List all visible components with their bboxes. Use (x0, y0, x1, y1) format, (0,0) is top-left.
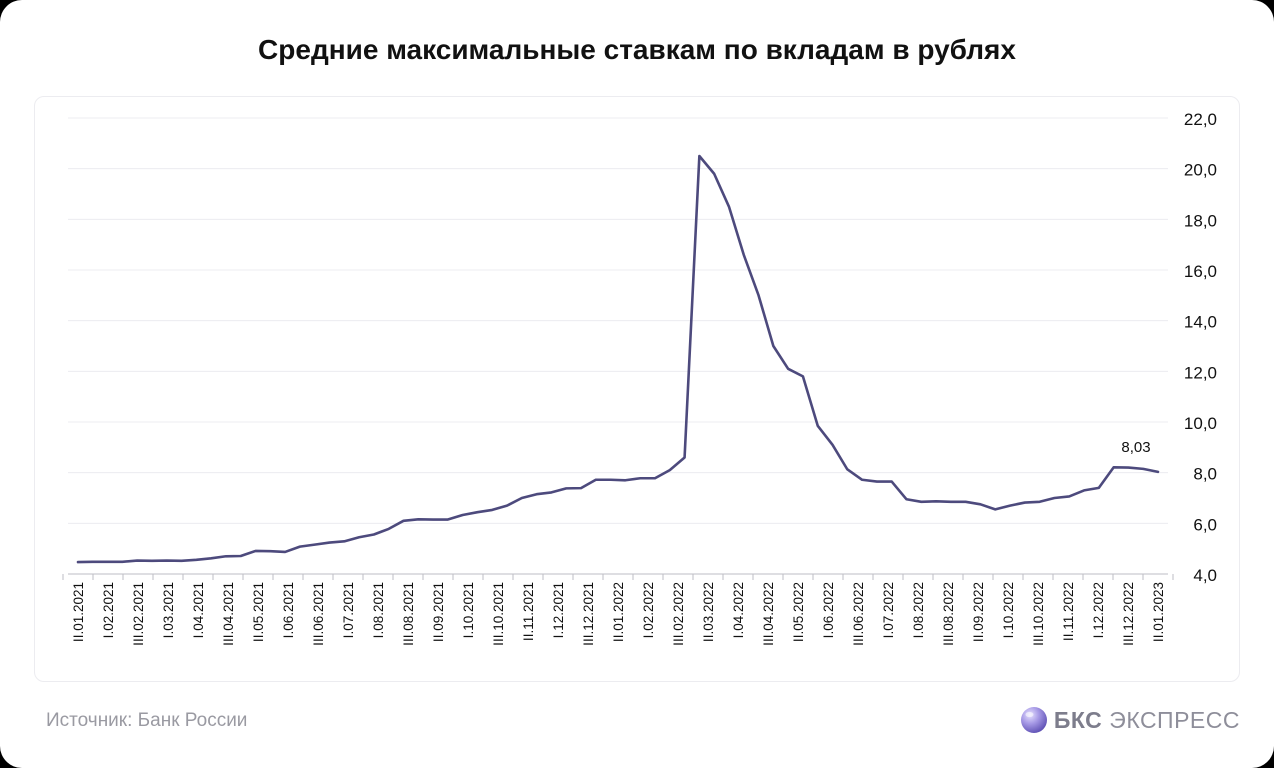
x-tick-label: III.02.2022 (671, 582, 686, 646)
y-tick-label: 16,0 (1184, 262, 1217, 281)
chart-panel (34, 96, 1240, 682)
x-tick-label: III.08.2022 (941, 582, 956, 646)
y-tick-label: 20,0 (1184, 161, 1217, 180)
x-tick-label: II.01.2021 (71, 582, 86, 642)
x-tick-label: I.04.2022 (731, 582, 746, 638)
x-tick-label: II.01.2022 (611, 582, 626, 642)
source-note: Источник: Банк России (46, 710, 248, 731)
brand-name-bold: БКС (1053, 706, 1103, 733)
x-tick-label: II.09.2022 (971, 582, 986, 642)
y-tick-label: 14,0 (1184, 313, 1217, 332)
x-tick-label: I.07.2021 (341, 582, 356, 638)
x-tick-label: III.04.2021 (221, 582, 236, 646)
chart-title: Средние максимальные ставкам по вкладам … (258, 34, 1016, 65)
x-tick-label: I.07.2022 (881, 582, 896, 638)
y-tick-label: 4,0 (1193, 566, 1217, 585)
x-tick-label: II.05.2022 (791, 582, 806, 642)
x-tick-label: I.06.2021 (281, 582, 296, 638)
x-tick-label: III.10.2022 (1031, 582, 1046, 646)
x-tick-label: III.08.2021 (401, 582, 416, 646)
x-tick-label: I.04.2021 (191, 582, 206, 638)
y-tick-label: 18,0 (1184, 211, 1217, 230)
y-tick-label: 12,0 (1184, 363, 1217, 382)
x-tick-label: III.06.2022 (851, 582, 866, 646)
x-tick-label: I.02.2022 (641, 582, 656, 638)
x-tick-label: I.08.2021 (371, 582, 386, 638)
x-tick-label: II.09.2021 (431, 582, 446, 642)
x-tick-label: III.12.2022 (1121, 582, 1136, 646)
x-tick-label: II.03.2022 (701, 582, 716, 642)
x-tick-label: I.12.2022 (1091, 582, 1106, 638)
brand-name-light: ЭКСПРЕСС (1109, 706, 1240, 733)
x-tick-label: I.10.2021 (461, 582, 476, 638)
x-tick-label: III.10.2021 (491, 582, 506, 646)
y-tick-label: 6,0 (1193, 515, 1217, 534)
brand-sphere-icon (1020, 707, 1047, 733)
x-tick-label: I.02.2021 (101, 582, 116, 638)
x-tick-label: II.05.2021 (251, 582, 266, 642)
x-tick-label: I.06.2022 (821, 582, 836, 638)
series-line (76, 154, 1160, 564)
brand-name: БКС ЭКСПРЕСС (1054, 707, 1240, 734)
x-tick-label: II.01.2023 (1151, 582, 1166, 642)
x-tick-label: III.02.2021 (131, 582, 146, 646)
y-tick-label: 8,0 (1193, 465, 1217, 484)
y-tick-label: 22,0 (1184, 110, 1217, 129)
x-tick-label: II.11.2021 (521, 582, 536, 641)
x-tick-label: III.04.2022 (761, 582, 776, 646)
x-tick-label: I.12.2021 (551, 582, 566, 638)
y-tick-label: 10,0 (1184, 414, 1217, 433)
brand-logo: БКС ЭКСПРЕСС (1020, 706, 1240, 734)
x-tick-label: I.03.2021 (161, 582, 176, 638)
x-tick-label: I.08.2022 (911, 582, 926, 638)
x-tick-label: II.11.2022 (1061, 582, 1076, 641)
x-tick-label: III.06.2021 (311, 582, 326, 646)
data-label: 8,03 (1121, 439, 1150, 456)
x-tick-label: I.10.2022 (1001, 582, 1016, 638)
x-tick-label: III.12.2021 (581, 582, 596, 646)
